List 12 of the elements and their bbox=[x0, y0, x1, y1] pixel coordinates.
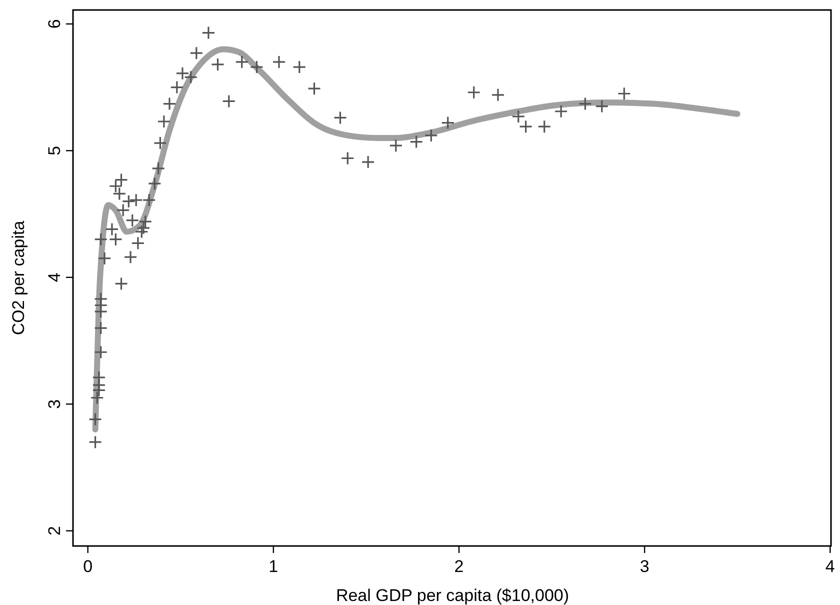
y-tick-label: 2 bbox=[45, 526, 64, 536]
x-tick-label: 2 bbox=[454, 557, 464, 576]
y-tick-label: 3 bbox=[45, 399, 64, 409]
y-tick-label: 5 bbox=[45, 146, 64, 156]
y-axis-title: CO2 per capita bbox=[9, 220, 28, 336]
y-tick-label: 6 bbox=[45, 19, 64, 29]
x-tick-label: 0 bbox=[83, 557, 93, 576]
x-tick-label: 3 bbox=[640, 557, 650, 576]
x-tick-label: 1 bbox=[268, 557, 278, 576]
x-axis-title: Real GDP per capita ($10,000) bbox=[336, 586, 570, 605]
x-tick-label: 4 bbox=[825, 557, 835, 576]
y-tick-label: 4 bbox=[45, 272, 64, 282]
